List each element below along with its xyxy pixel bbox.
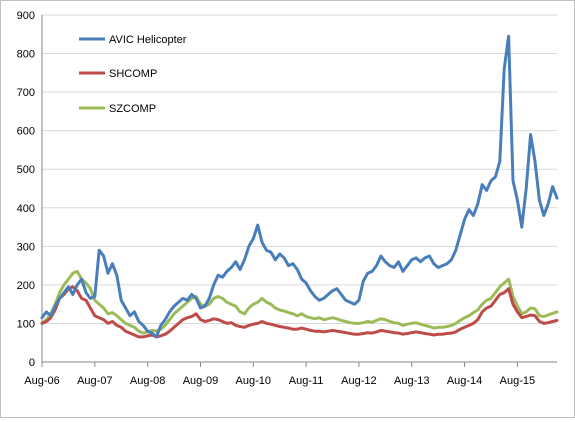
x-tick-labels: Aug-06 Aug-07 Aug-08 Aug-09 Aug-10 Aug-11 Aug-… [24, 375, 535, 387]
y-tick-label: 0 [29, 357, 35, 369]
x-tick-label: Aug-11 [289, 375, 324, 387]
legend: AVIC Helicopter SHCOMP SZCOMP [79, 34, 187, 115]
series-line-szcomp [40, 269, 559, 335]
x-tick-label: Aug-08 [130, 375, 165, 387]
x-tick-label: Aug-09 [183, 375, 218, 387]
y-tick-label: 300 [17, 241, 35, 253]
y-tick-label: 600 [17, 126, 35, 138]
x-tick-label: Aug-14 [447, 375, 482, 387]
series-line-shcomp [40, 285, 559, 339]
y-tick-label: 500 [17, 164, 35, 176]
x-tick-label: Aug-10 [236, 375, 271, 387]
axes [41, 15, 557, 367]
legend-label: SZCOMP [109, 103, 156, 115]
y-tick-labels: 0 100 200 300 400 500 600 700 800 900 [17, 10, 35, 369]
y-tick-label: 900 [17, 10, 35, 22]
y-tick-label: 200 [17, 280, 35, 292]
y-tick-label: 100 [17, 318, 35, 330]
series-lines [40, 34, 559, 339]
legend-label: AVIC Helicopter [109, 34, 187, 46]
y-tick-label: 700 [17, 87, 35, 99]
legend-label: SHCOMP [109, 68, 157, 80]
x-tick-label: Aug-06 [24, 375, 59, 387]
y-tick-label: 400 [17, 203, 35, 215]
x-tick-label: Aug-12 [341, 375, 376, 387]
y-tick-label: 800 [17, 49, 35, 61]
x-tick-label: Aug-07 [77, 375, 112, 387]
x-tick-label: Aug-15 [500, 375, 535, 387]
x-tick-label: Aug-13 [394, 375, 429, 387]
series-line-avic-helicopter [40, 34, 559, 339]
